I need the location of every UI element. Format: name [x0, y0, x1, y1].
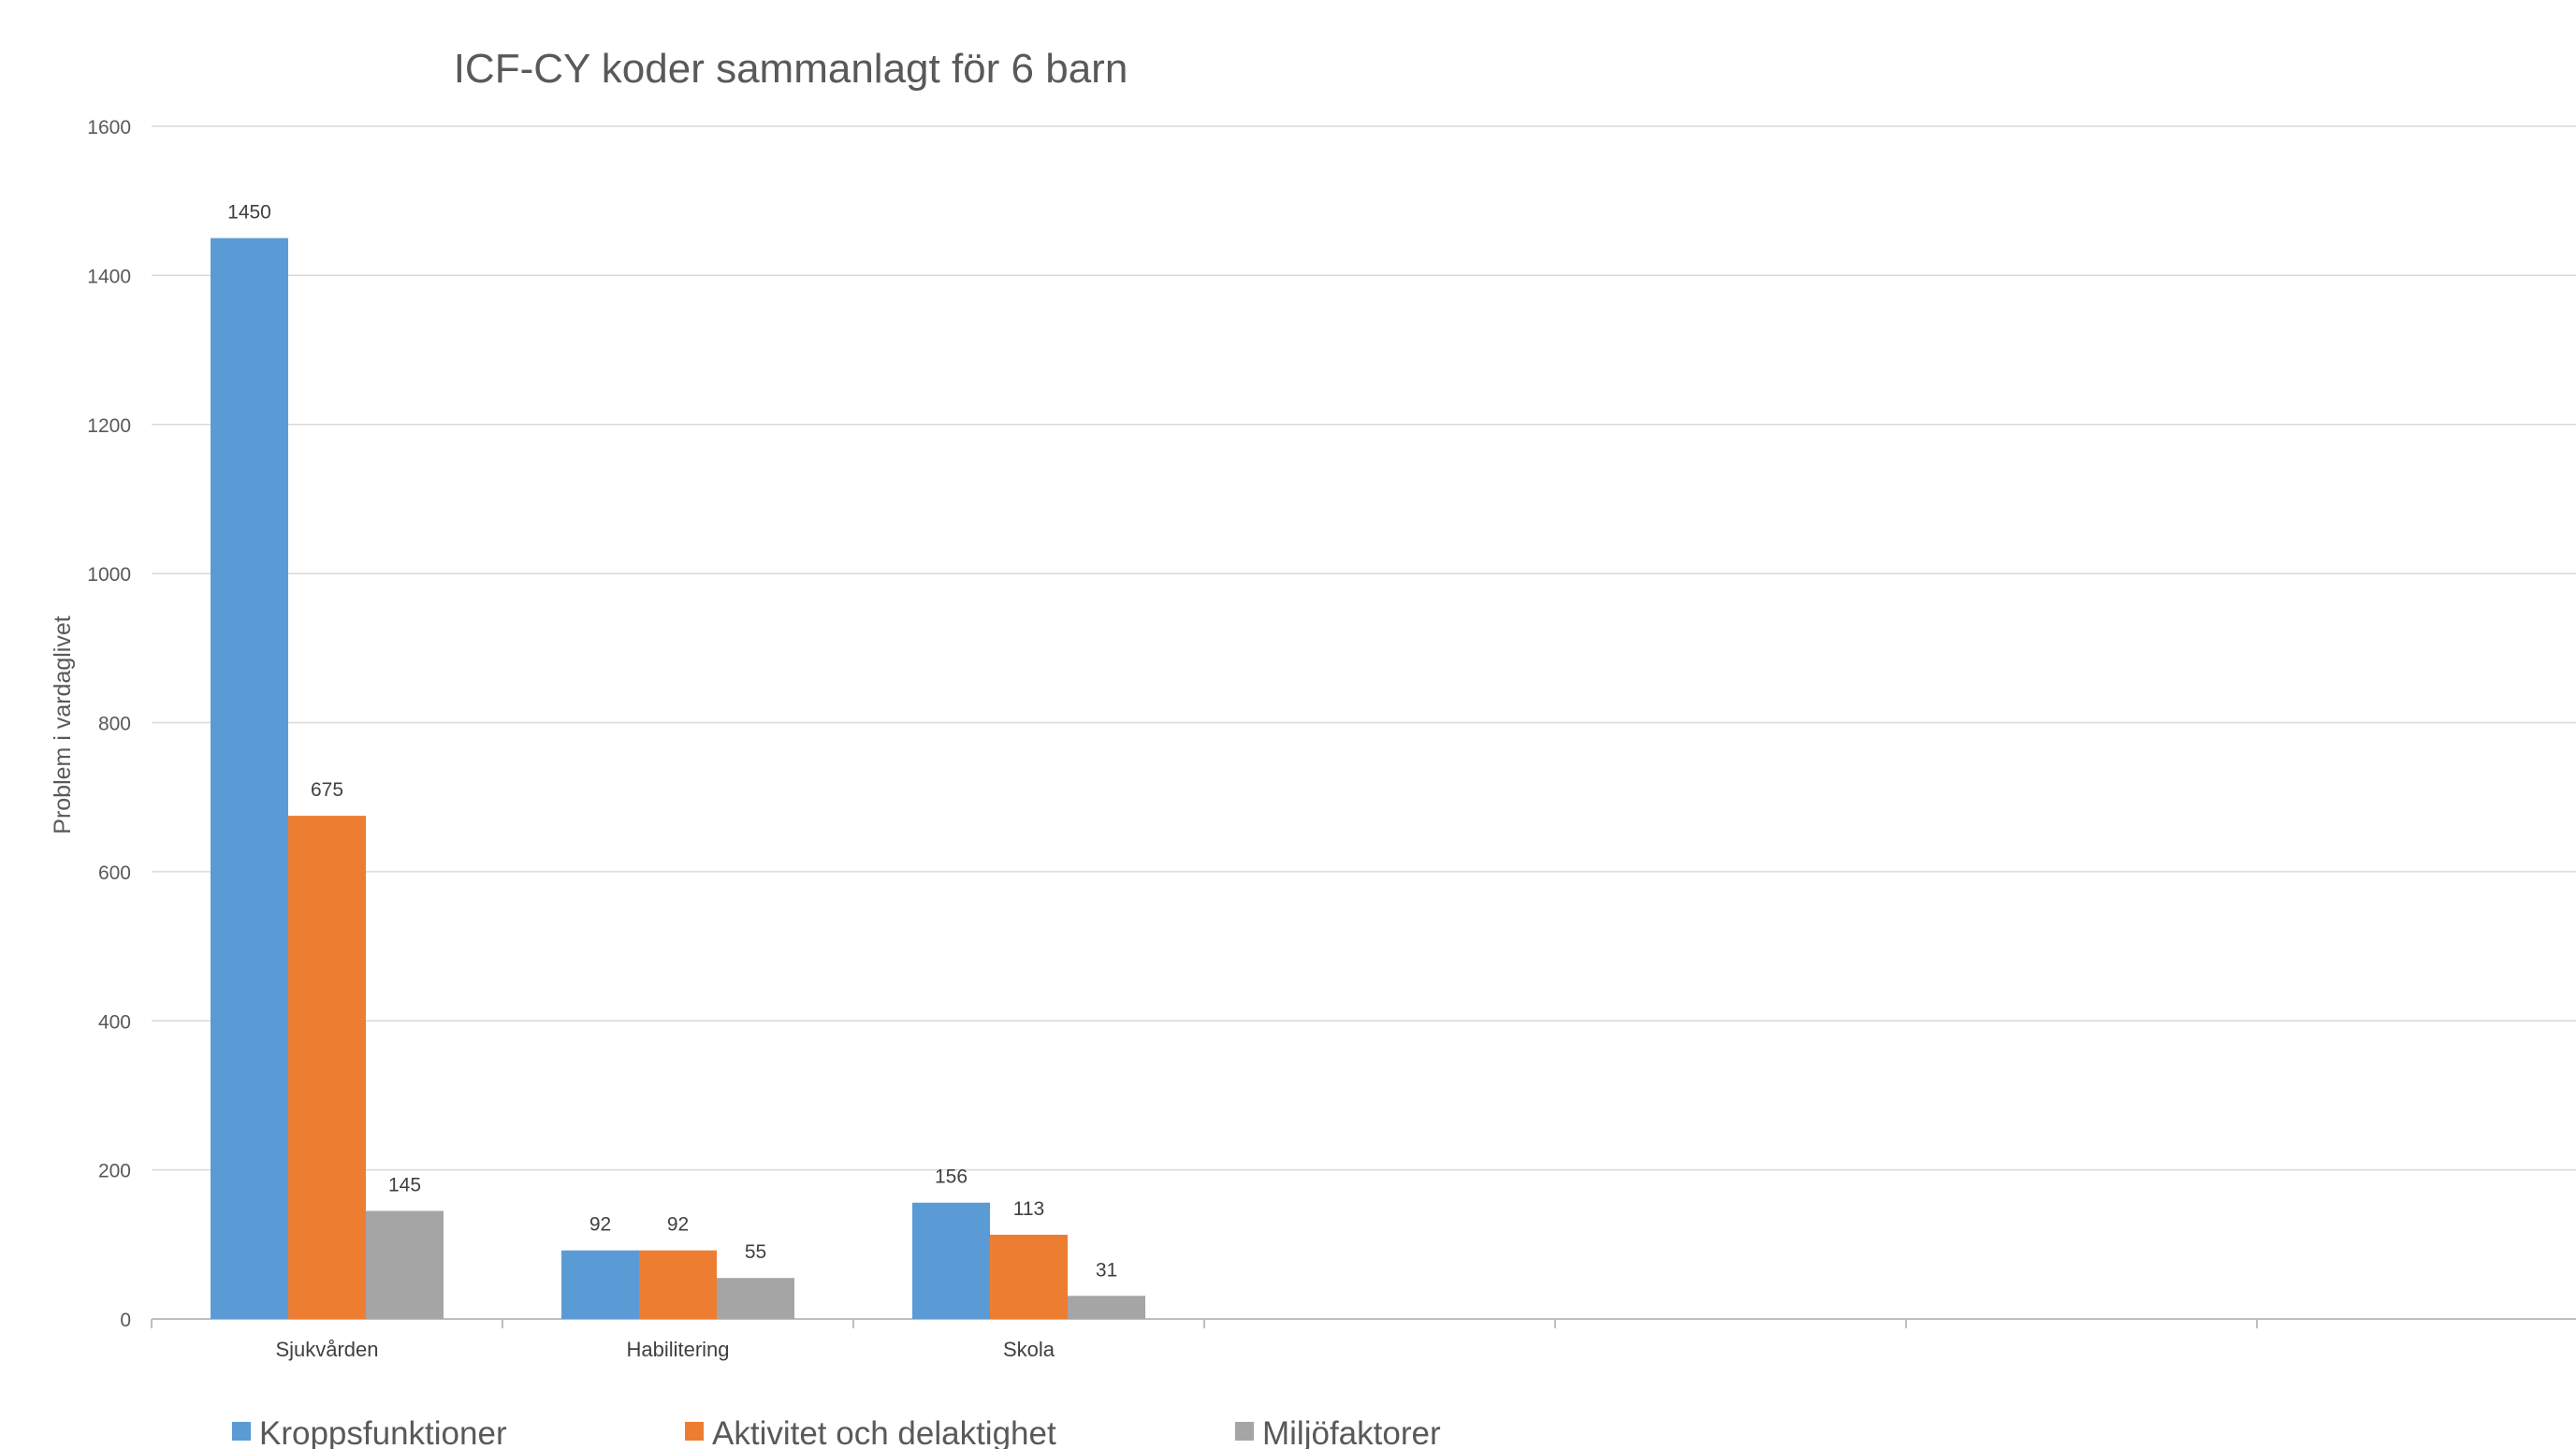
category-label: Habilitering: [626, 1338, 729, 1361]
data-label: 31: [1096, 1259, 1117, 1281]
y-tick-label: 200: [98, 1161, 131, 1182]
data-label: 113: [1013, 1198, 1044, 1220]
y-tick-label: 600: [98, 862, 131, 884]
data-label: 145: [388, 1174, 421, 1195]
legend-label: Kroppsfunktioner: [259, 1415, 507, 1449]
bar: [639, 1250, 717, 1319]
data-label: 55: [745, 1241, 766, 1263]
gridlines: [152, 125, 2576, 1171]
bar: [912, 1202, 990, 1319]
data-label: 675: [311, 779, 343, 801]
bar: [288, 816, 366, 1319]
y-tick-label: 1400: [87, 266, 131, 287]
data-label: 92: [589, 1214, 611, 1236]
category-labels: Sjukvården Habilitering Skola: [275, 1338, 1055, 1361]
bar: [717, 1278, 794, 1319]
legend-swatch: [685, 1422, 704, 1441]
legend: Kroppsfunktioner Aktivitet och delaktighe…: [232, 1415, 1441, 1449]
y-tick-label: 800: [98, 714, 131, 735]
bar: [366, 1210, 444, 1319]
bar: [561, 1250, 639, 1319]
data-labels: 1450 675 145 92 92 55 156 113 31: [227, 202, 1117, 1282]
data-label: 92: [667, 1214, 689, 1236]
y-tick-label: 0: [120, 1310, 131, 1331]
y-tick-label: 400: [98, 1011, 131, 1033]
bar: [990, 1234, 1068, 1319]
category-label: Sjukvården: [275, 1338, 378, 1361]
y-axis-label: Problem i vardaglivet: [50, 616, 76, 833]
bar: [1068, 1296, 1145, 1319]
y-tick-label: 1600: [87, 117, 131, 138]
bars: [211, 238, 1145, 1319]
data-label: 156: [935, 1166, 968, 1188]
x-axis: [151, 1318, 2576, 1328]
legend-label: Miljöfaktorer: [1262, 1415, 1441, 1449]
bar: [211, 238, 288, 1319]
legend-swatch: [232, 1422, 251, 1441]
y-tick-label: 1200: [87, 415, 131, 437]
y-tick-label: 1000: [87, 564, 131, 586]
y-axis-ticks: 0 200 400 600 800 1000 1200 1400 1600: [87, 117, 131, 1331]
legend-label: Aktivitet och delaktighet: [712, 1415, 1056, 1449]
chart-title: ICF-CY koder sammanlagt för 6 barn: [454, 46, 1128, 92]
legend-swatch: [1235, 1422, 1254, 1441]
data-label: 1450: [227, 202, 271, 224]
category-label: Skola: [1003, 1338, 1055, 1361]
